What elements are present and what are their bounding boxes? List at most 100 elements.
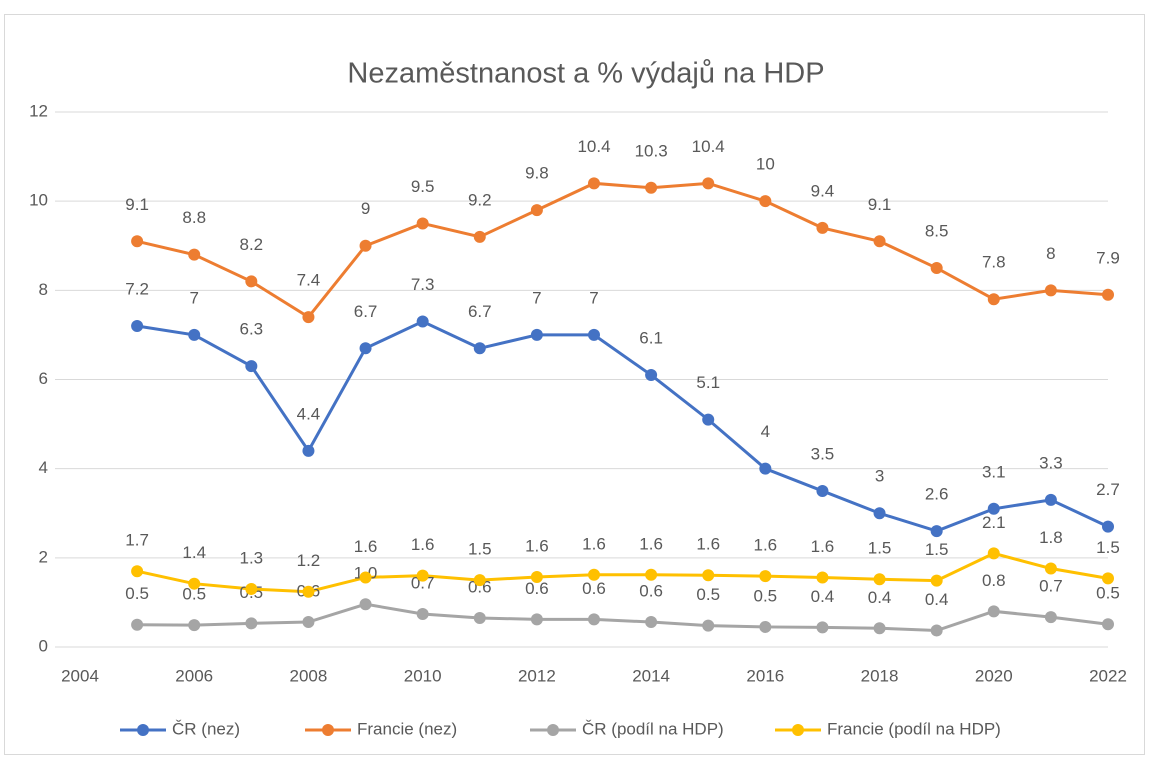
data-label: 6.7 (468, 302, 492, 321)
data-point (188, 577, 201, 590)
data-label: 0.5 (754, 586, 778, 605)
data-label: 1.6 (525, 536, 549, 555)
data-point (302, 585, 315, 598)
data-label: 9 (361, 199, 370, 218)
data-point (987, 547, 1000, 560)
data-point (645, 568, 658, 581)
data-point (588, 613, 600, 626)
data-point (930, 525, 943, 538)
data-point (416, 217, 429, 230)
x-tick-label: 2022 (1089, 666, 1127, 685)
data-label: 0.6 (582, 579, 606, 598)
x-tick-label: 2004 (61, 666, 99, 685)
data-point (987, 502, 1000, 515)
x-tick-label: 2012 (518, 666, 556, 685)
series-line (136, 319, 1109, 533)
data-label: 2.1 (982, 513, 1006, 532)
data-label: 1.7 (125, 531, 149, 550)
data-point (473, 342, 486, 355)
data-label: 1.6 (754, 536, 778, 555)
chart-frame (4, 14, 1145, 755)
data-point (245, 617, 258, 630)
x-tick-label: 2010 (404, 666, 442, 685)
data-point (645, 616, 658, 629)
data-point (473, 612, 486, 625)
data-point (188, 328, 201, 341)
data-label: 10 (756, 155, 775, 174)
data-point (816, 221, 829, 234)
data-point (1102, 288, 1114, 301)
data-point (530, 571, 543, 584)
y-tick-label: 10 (29, 191, 48, 210)
data-point (702, 569, 715, 582)
data-label: 10.4 (577, 137, 610, 156)
data-label: 7 (189, 288, 198, 307)
data-point (759, 462, 772, 475)
data-point (416, 315, 429, 328)
data-point (416, 569, 429, 582)
x-tick-label: 2006 (175, 666, 213, 685)
data-label: 3.1 (982, 462, 1006, 481)
data-point (588, 568, 600, 581)
data-point (530, 613, 543, 626)
data-label: 9.1 (125, 195, 149, 214)
y-tick-label: 6 (39, 369, 48, 388)
data-label: 1.3 (240, 549, 264, 568)
data-label: 7.2 (125, 279, 149, 298)
legend-label: ČR (podíl na HDP) (582, 719, 724, 738)
data-point (759, 620, 772, 633)
data-label: 8.5 (925, 222, 949, 241)
series-line (137, 602, 1109, 633)
y-tick-label: 2 (39, 547, 48, 566)
data-label: 1.6 (696, 535, 720, 554)
data-label: 7 (589, 288, 598, 307)
data-label: 0.5 (125, 584, 149, 603)
data-point (987, 605, 1000, 618)
data-point (131, 565, 144, 578)
data-label: 0.5 (696, 585, 720, 604)
data-point (816, 484, 829, 497)
data-point (645, 181, 658, 194)
data-point (245, 275, 258, 288)
data-point (416, 608, 429, 621)
legend-marker (137, 724, 149, 736)
data-label: 8 (1046, 244, 1055, 263)
legend-label: Francie (podíl na HDP) (827, 719, 1001, 738)
data-label: 2.6 (925, 485, 949, 504)
data-label: 0.4 (925, 590, 949, 609)
data-label: 0.6 (639, 582, 663, 601)
data-label: 1.6 (411, 535, 435, 554)
data-label: 8.8 (182, 208, 206, 227)
series-line (136, 551, 1109, 594)
data-label: 10.3 (635, 141, 668, 160)
data-point (188, 248, 201, 261)
data-label: 7 (532, 288, 541, 307)
data-point (759, 570, 772, 583)
data-label: 1.5 (468, 540, 492, 559)
data-point (930, 624, 943, 637)
data-label: 0.8 (982, 571, 1006, 590)
data-label: 1.6 (582, 534, 606, 553)
data-label: 1.6 (354, 537, 378, 556)
data-point (987, 293, 1000, 306)
data-label: 6.7 (354, 302, 378, 321)
data-label: 3.3 (1039, 453, 1063, 472)
data-point (302, 616, 315, 629)
data-label: 0.4 (868, 588, 892, 607)
data-label: 6.1 (639, 329, 663, 348)
y-tick-label: 12 (29, 101, 48, 120)
legend-marker (322, 724, 334, 736)
x-tick-label: 2016 (746, 666, 784, 685)
data-label: 3 (875, 467, 884, 486)
chart-title: Nezaměstnanost a % výdajů na HDP (347, 58, 824, 90)
data-label: 0.5 (182, 585, 206, 604)
data-point (588, 328, 600, 341)
data-point (873, 622, 886, 635)
data-label: 0.6 (468, 578, 492, 597)
data-label: 0.7 (411, 573, 435, 592)
data-label: 1.6 (639, 534, 663, 553)
data-label: 4 (761, 422, 770, 441)
y-tick-label: 0 (39, 636, 48, 655)
data-label: 9.8 (525, 164, 549, 183)
data-point (188, 619, 201, 632)
